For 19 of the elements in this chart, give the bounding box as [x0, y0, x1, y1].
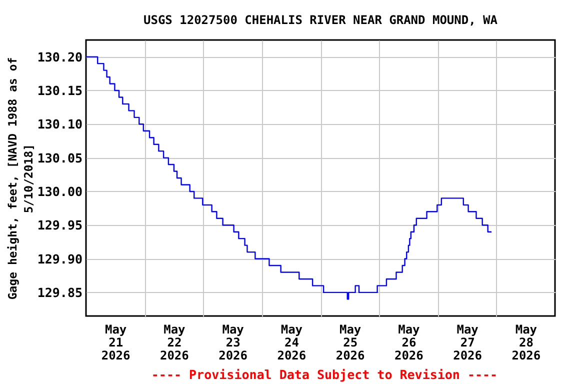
x-tick-label: May 24 2026 [277, 322, 306, 362]
y-tick-label: 130.10 [37, 116, 82, 132]
x-tick-label: May 26 2026 [394, 322, 424, 362]
x-tick-label: May 21 2026 [101, 322, 130, 362]
y-tick-label: 129.95 [37, 218, 82, 233]
chart-title: USGS 12027500 CHEHALIS RIVER NEAR GRAND MOUND, WA [143, 13, 498, 27]
x-tick-label: May 23 2026 [218, 322, 248, 362]
y-tick-label: 130.00 [37, 184, 82, 199]
x-tick-label: May 22 2026 [160, 322, 189, 362]
y-tick-label: 129.90 [37, 251, 82, 266]
y-axis-title: Gage height, feet, [NAVD 1988 as of 5/10/2018] [5, 57, 36, 300]
y-tick-label: 130.05 [37, 150, 82, 166]
text: ---- Provisional Data Subject to Revision ---- [151, 367, 498, 382]
y-tick-label: 129.85 [37, 284, 82, 300]
x-tick-label: May 25 2026 [336, 322, 365, 362]
x-tick-label: May 28 2026 [512, 322, 541, 362]
y-tick-label: 130.15 [37, 82, 82, 98]
y-tick-label: 130.20 [37, 49, 82, 64]
x-tick-label: May 27 2026 [453, 322, 482, 362]
